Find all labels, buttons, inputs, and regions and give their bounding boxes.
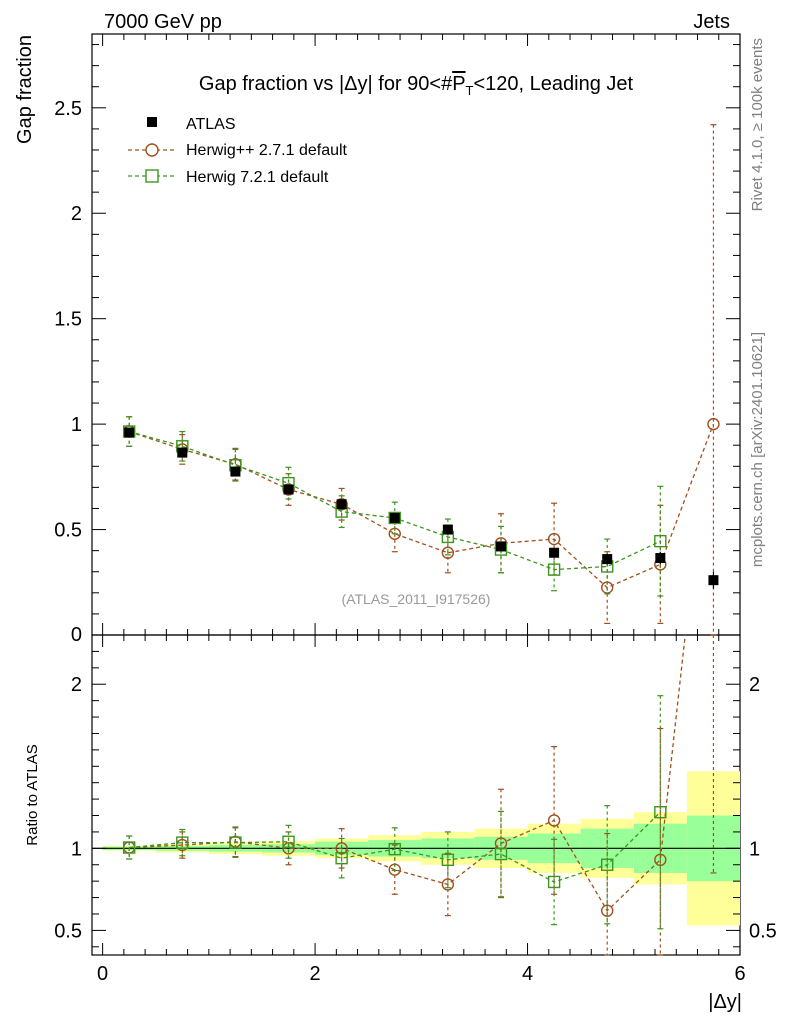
data-series bbox=[122, 124, 720, 956]
ratio-panel-frame bbox=[91, 634, 741, 956]
main-h7-line bbox=[129, 430, 661, 571]
ratio-h7-point bbox=[441, 853, 455, 867]
ratio-h7-point bbox=[601, 858, 614, 871]
x-axis-label: |Δy| bbox=[708, 991, 742, 1013]
main-hpp-point bbox=[441, 546, 455, 559]
ratio-h7-line bbox=[129, 811, 661, 883]
mcplots-label: mcplots.cern.ch [arXiv:2401.10621] bbox=[749, 332, 766, 567]
main-h7-point bbox=[654, 534, 667, 548]
y-tick-label: 0 bbox=[71, 624, 82, 646]
y-tick-label: 0.5 bbox=[54, 520, 82, 542]
main-hpp-point bbox=[547, 532, 561, 546]
legend-herwigpp-marker bbox=[145, 143, 159, 157]
legend-atlas-marker bbox=[147, 117, 157, 127]
ratio-tick-label: 2 bbox=[71, 674, 82, 696]
ratio-tick-label-right: 1 bbox=[749, 838, 760, 860]
header-left: 7000 GeV pp bbox=[104, 11, 222, 33]
x-tick-label: 6 bbox=[734, 963, 745, 985]
ratio-h7-point bbox=[388, 842, 401, 856]
ratio-tick-label-right: 0.5 bbox=[749, 920, 777, 942]
chart-title-subscript: T bbox=[466, 83, 474, 98]
ratio-tick-label-right: 2 bbox=[749, 674, 760, 696]
main-hpp-point bbox=[282, 483, 295, 496]
y-tick-label: 2 bbox=[71, 203, 82, 225]
y-tick-label: 2.5 bbox=[54, 98, 82, 120]
legend-herwig7-label: Herwig 7.2.1 default bbox=[186, 169, 329, 186]
chart-title-before: Gap fraction vs |Δy| for 90<# bbox=[199, 73, 453, 95]
ratio-h7-point bbox=[547, 875, 561, 889]
x-tick-label: 0 bbox=[97, 963, 108, 985]
ratio-h7-point bbox=[282, 835, 295, 848]
ratio-h7-point bbox=[654, 806, 667, 819]
main-h7-point bbox=[547, 563, 561, 576]
chart-title: Gap fraction vs |Δy| for 90<#PT<120, Lea… bbox=[199, 73, 634, 98]
ratio-hpp-line bbox=[129, 635, 686, 912]
axes: 0 2 4 6 0 0.5 1 1.5 2 2.5 0.5 0.5 1 1 2 2 bbox=[54, 34, 777, 985]
chart-title-after: <120, Leading Jet bbox=[474, 73, 634, 95]
y-tick-label: 1.5 bbox=[54, 309, 82, 331]
ratio-hpp-point bbox=[441, 878, 455, 891]
ratio-h7-point bbox=[176, 836, 189, 849]
chart-title-symbol: P bbox=[452, 73, 465, 95]
ratio-h7-point bbox=[494, 847, 508, 861]
header-right: Jets bbox=[693, 11, 730, 33]
ratio-h7-point bbox=[335, 851, 348, 865]
legend-herwigpp-label: Herwig++ 2.7.1 default bbox=[186, 142, 348, 159]
ratio-axis-label: Ratio to ATLAS bbox=[24, 744, 41, 845]
main-hpp-point bbox=[707, 417, 720, 431]
ratio-h7-point bbox=[229, 836, 242, 849]
legend: ATLAS Herwig++ 2.7.1 default Herwig 7.2.… bbox=[128, 116, 348, 186]
rivet-version-label: Rivet 4.1.0, ≥ 100k events bbox=[749, 38, 766, 211]
ratio-tick-label: 1 bbox=[71, 838, 82, 860]
legend-herwig7-marker bbox=[145, 169, 159, 183]
x-tick-label: 2 bbox=[310, 963, 321, 985]
ratio-h7-point bbox=[122, 841, 136, 854]
y-tick-label: 1 bbox=[71, 414, 82, 436]
main-h7-point bbox=[388, 511, 401, 525]
ratio-hpp-point bbox=[547, 814, 561, 827]
ratio-hpp-point bbox=[282, 842, 295, 855]
legend-atlas-label: ATLAS bbox=[186, 116, 236, 133]
analysis-watermark: (ATLAS_2011_I917526) bbox=[342, 591, 491, 607]
x-tick-label: 4 bbox=[522, 963, 533, 985]
ratio-tick-label: 0.5 bbox=[54, 920, 82, 942]
ratio-hpp-point bbox=[335, 842, 348, 855]
main-hpp-line bbox=[128, 423, 715, 589]
ratio-uncertainty-bands bbox=[92, 771, 740, 926]
y-axis-label: Gap fraction bbox=[14, 35, 36, 144]
